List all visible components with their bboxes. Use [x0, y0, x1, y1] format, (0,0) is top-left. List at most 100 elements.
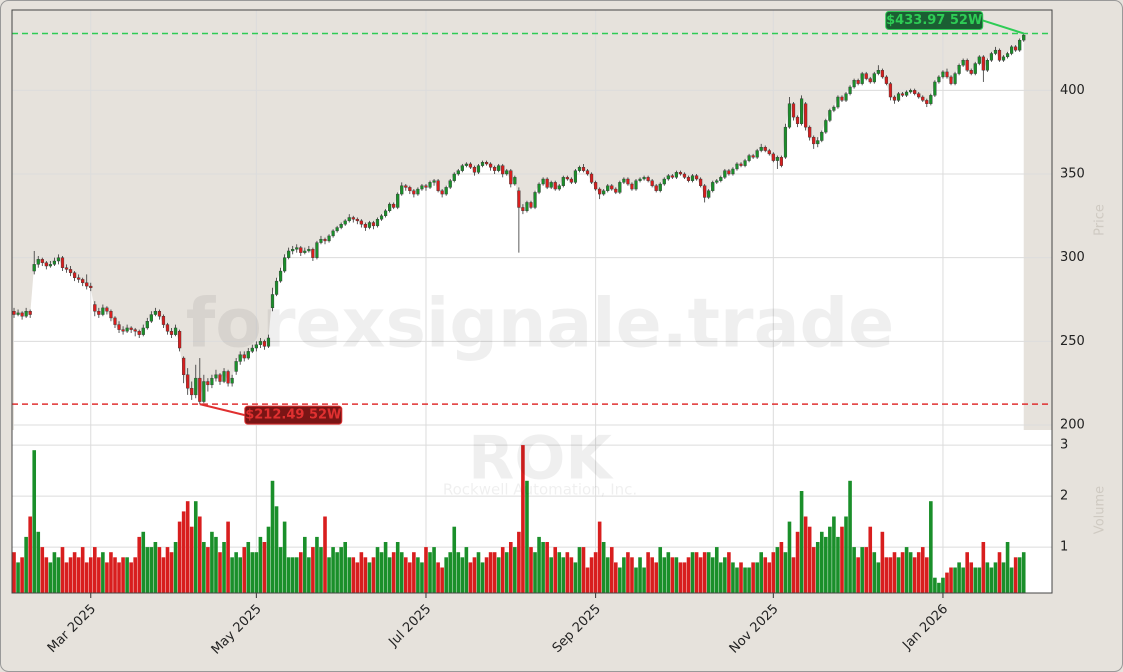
candle-body [109, 311, 113, 319]
candle-body [396, 193, 400, 208]
candle-body [860, 73, 864, 84]
volume-bar [916, 552, 921, 593]
candle-body [989, 53, 994, 61]
candle-body [145, 321, 149, 329]
volume-bar [294, 557, 299, 593]
volume-bar [957, 562, 961, 593]
volume-bar [706, 552, 711, 593]
volume-bar [52, 552, 57, 593]
volume-bar [153, 542, 158, 593]
candle-body [501, 165, 505, 175]
candle-body [1005, 53, 1010, 58]
candle-body [388, 203, 392, 212]
volume-bar [630, 557, 634, 593]
volume-bar [412, 552, 416, 593]
watermark: forexsignale.trade [186, 285, 895, 364]
volume-bar [500, 547, 505, 593]
volume-bar [379, 552, 384, 593]
volume-bar [1005, 542, 1010, 593]
candle-body [230, 377, 234, 384]
volume-bar [521, 445, 525, 593]
volume-bar [819, 531, 824, 593]
candle-body [913, 90, 917, 94]
volume-bar [719, 562, 723, 593]
candle-body [921, 96, 925, 101]
candle-body [662, 178, 666, 185]
volume-bar [799, 491, 804, 593]
volume-bar [266, 526, 271, 593]
candle-body [194, 377, 198, 396]
volume-bar [311, 547, 315, 593]
volume-bar [815, 542, 820, 593]
candle-body [440, 190, 444, 195]
volume-bar [40, 547, 45, 593]
candle-body [521, 207, 525, 212]
volume-bar [105, 562, 109, 593]
volume-bar [484, 557, 489, 593]
volume-bar [638, 557, 642, 593]
candle-body [456, 170, 460, 175]
volume-bar [723, 557, 727, 593]
candle-body [775, 157, 779, 161]
candle-body [299, 247, 303, 253]
volume-bar [307, 557, 311, 593]
candle-body [339, 223, 343, 228]
volume-bar [403, 557, 408, 593]
candle-body [654, 185, 658, 191]
volume-bar [937, 582, 941, 593]
candle-body [541, 178, 545, 185]
volume-bar [650, 557, 654, 593]
candle-body [153, 311, 157, 315]
candle-body [699, 178, 703, 186]
volume-bar [1001, 562, 1006, 593]
candle-body [606, 185, 610, 191]
candle-body [658, 183, 662, 191]
volume-bar [1017, 557, 1022, 593]
volume-bar [319, 547, 323, 593]
candle-body [125, 327, 129, 332]
volume-bar [56, 557, 61, 593]
candle-body [929, 95, 933, 104]
candle-body [743, 160, 747, 166]
volume-bar [440, 567, 444, 593]
volume-bar [113, 557, 117, 593]
volume-bar [315, 536, 319, 593]
y-tick-label: 200 [1060, 418, 1085, 433]
volume-bar [395, 542, 400, 593]
volume-bar [88, 557, 93, 593]
candle-body [408, 187, 412, 191]
candle-body [618, 182, 622, 193]
volume-bar [549, 557, 553, 593]
candle-body [436, 180, 440, 191]
candle-body [553, 182, 557, 190]
candle-body [961, 60, 965, 66]
volume-bar [892, 552, 897, 593]
volume-bar [472, 557, 477, 593]
volume-bar [614, 562, 618, 593]
volume-bar [981, 542, 986, 593]
candle-body [242, 354, 246, 359]
volume-tick-label: 1 [1060, 540, 1068, 555]
candle-body [517, 190, 521, 208]
candle-body [804, 103, 808, 128]
volume-bar [537, 536, 541, 593]
candle-body [852, 80, 856, 88]
volume-bar [242, 547, 247, 593]
y-axis-label: Price [1093, 204, 1108, 236]
candle-body [549, 182, 553, 188]
volume-bar [601, 542, 606, 593]
volume-bar [1013, 557, 1018, 593]
volume-bar [525, 480, 529, 593]
volume-bar [807, 526, 812, 593]
candle-body [81, 279, 85, 283]
volume-bar [727, 552, 731, 593]
volume-bar [557, 552, 562, 593]
candle-body [379, 215, 384, 220]
candle-body [561, 177, 565, 186]
candle-body [270, 294, 275, 309]
volume-bar [181, 511, 186, 593]
candle-body [965, 60, 969, 71]
volume-bar [710, 557, 715, 593]
volume-bar [872, 552, 877, 593]
volume-bar [767, 562, 772, 593]
